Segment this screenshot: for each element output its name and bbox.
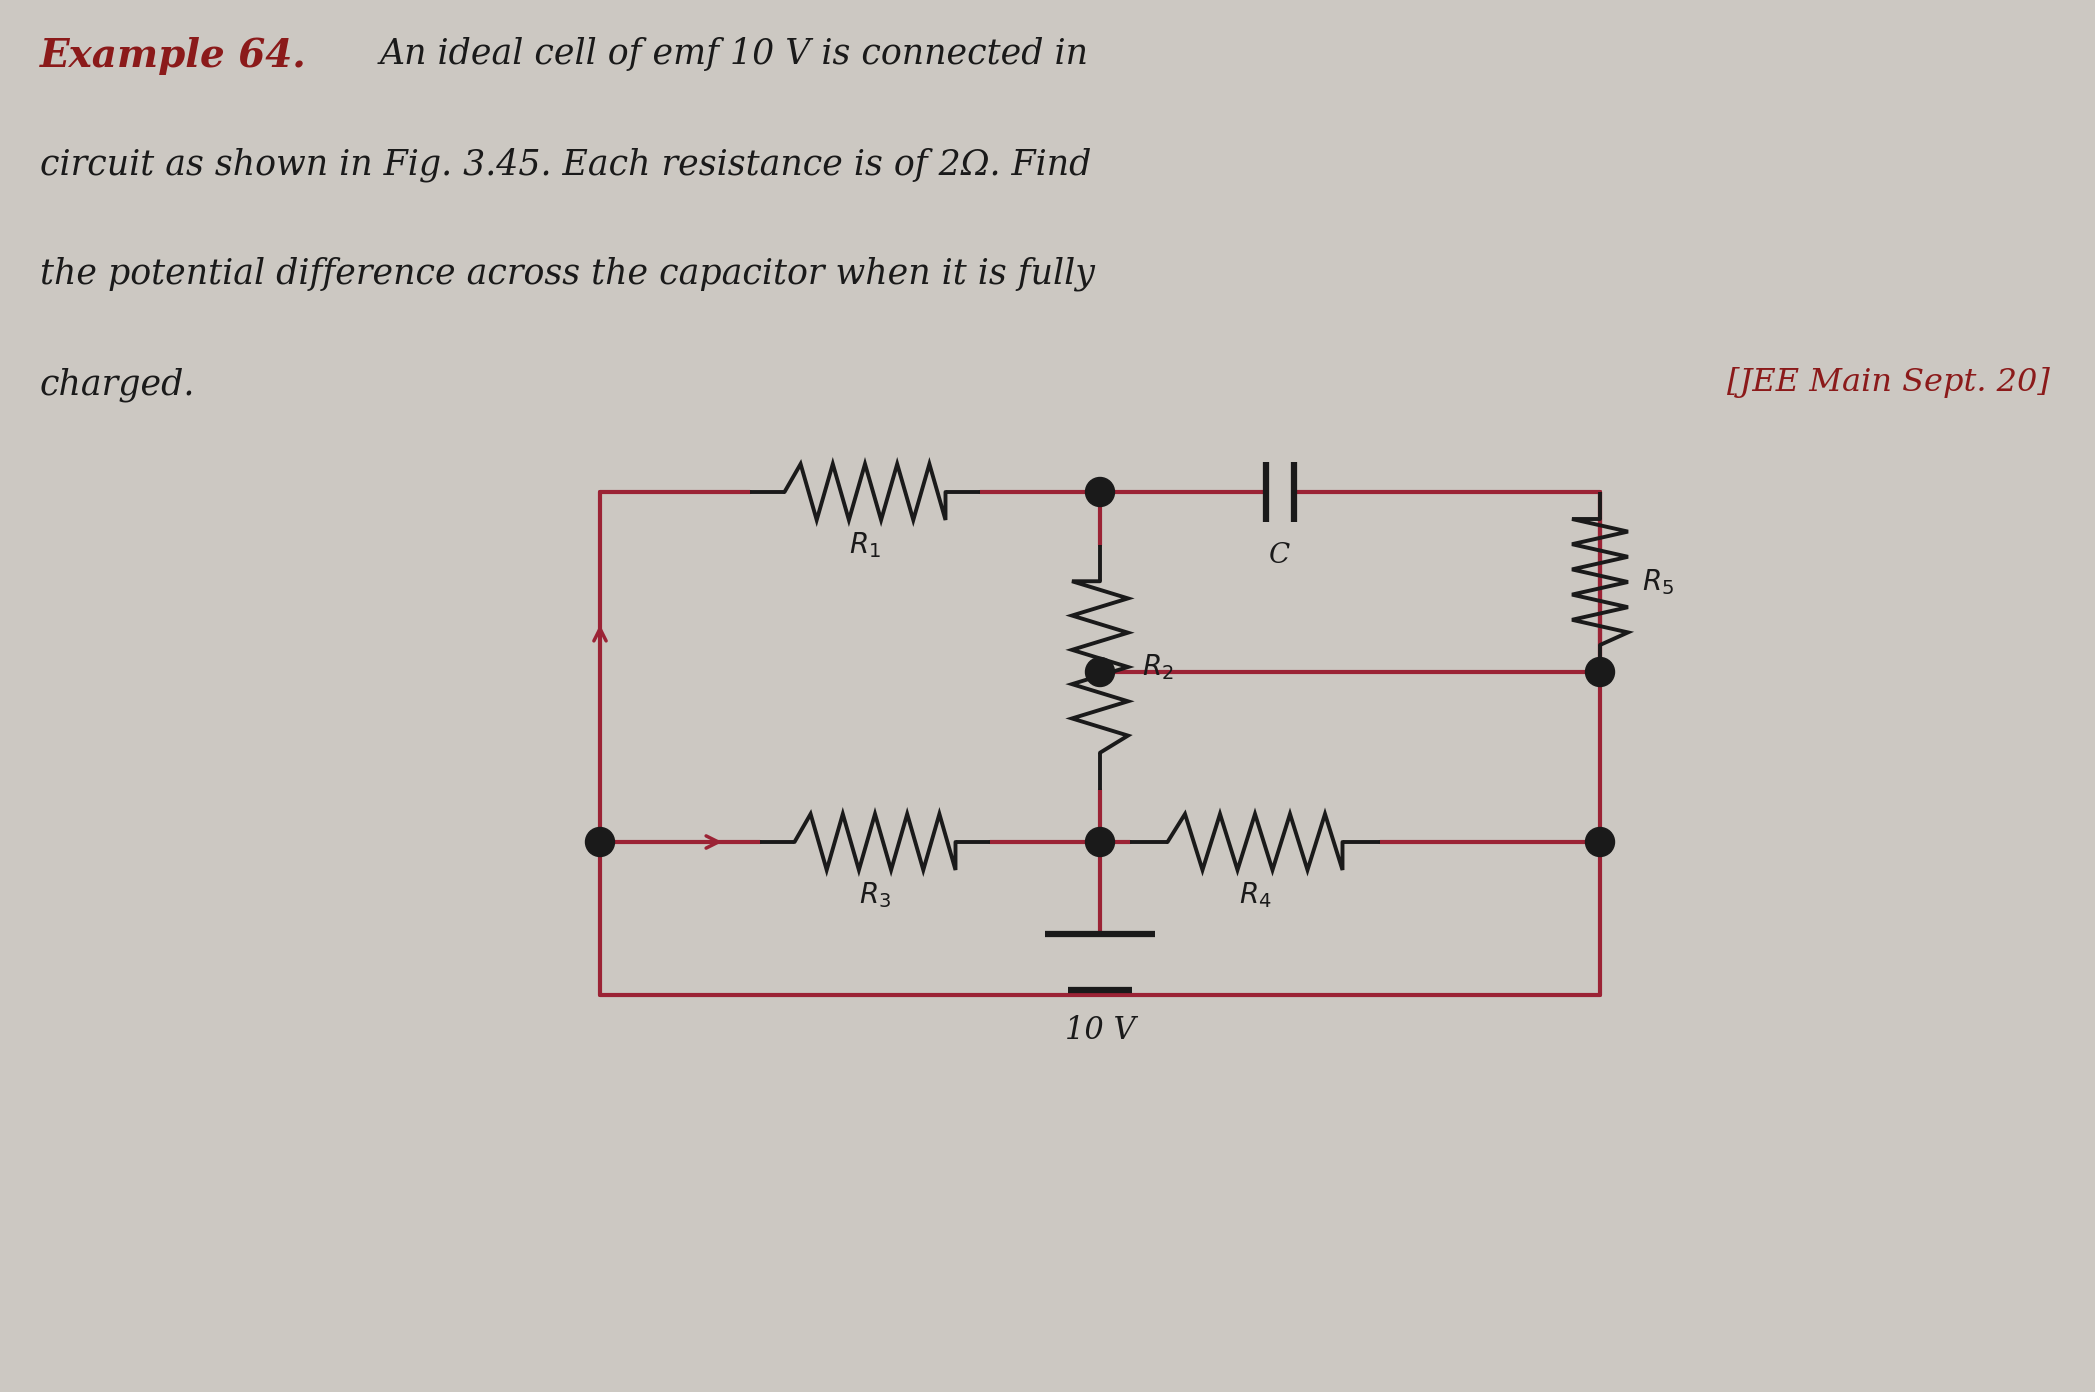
- Text: Example 64.: Example 64.: [40, 38, 306, 75]
- Circle shape: [1085, 657, 1115, 686]
- Text: $R_2$: $R_2$: [1142, 651, 1173, 682]
- Text: C: C: [1270, 541, 1291, 569]
- Circle shape: [1586, 827, 1615, 856]
- Text: $R_1$: $R_1$: [848, 530, 882, 560]
- Text: the potential difference across the capacitor when it is fully: the potential difference across the capa…: [40, 258, 1096, 291]
- Text: [JEE Main Sept. 20]: [JEE Main Sept. 20]: [1726, 367, 2051, 398]
- Text: $R_5$: $R_5$: [1642, 567, 1674, 597]
- Text: 10 V: 10 V: [1064, 1015, 1135, 1045]
- Text: circuit as shown in Fig. 3.45. Each resistance is of 2Ω. Find: circuit as shown in Fig. 3.45. Each resi…: [40, 148, 1091, 181]
- Text: charged.: charged.: [40, 367, 195, 401]
- Text: An ideal cell of emf 10 V is connected in: An ideal cell of emf 10 V is connected i…: [379, 38, 1089, 71]
- Text: $R_4$: $R_4$: [1238, 880, 1272, 910]
- Circle shape: [1085, 477, 1115, 507]
- Circle shape: [1586, 657, 1615, 686]
- Circle shape: [585, 827, 614, 856]
- Text: $R_3$: $R_3$: [859, 880, 890, 910]
- Circle shape: [1085, 827, 1115, 856]
